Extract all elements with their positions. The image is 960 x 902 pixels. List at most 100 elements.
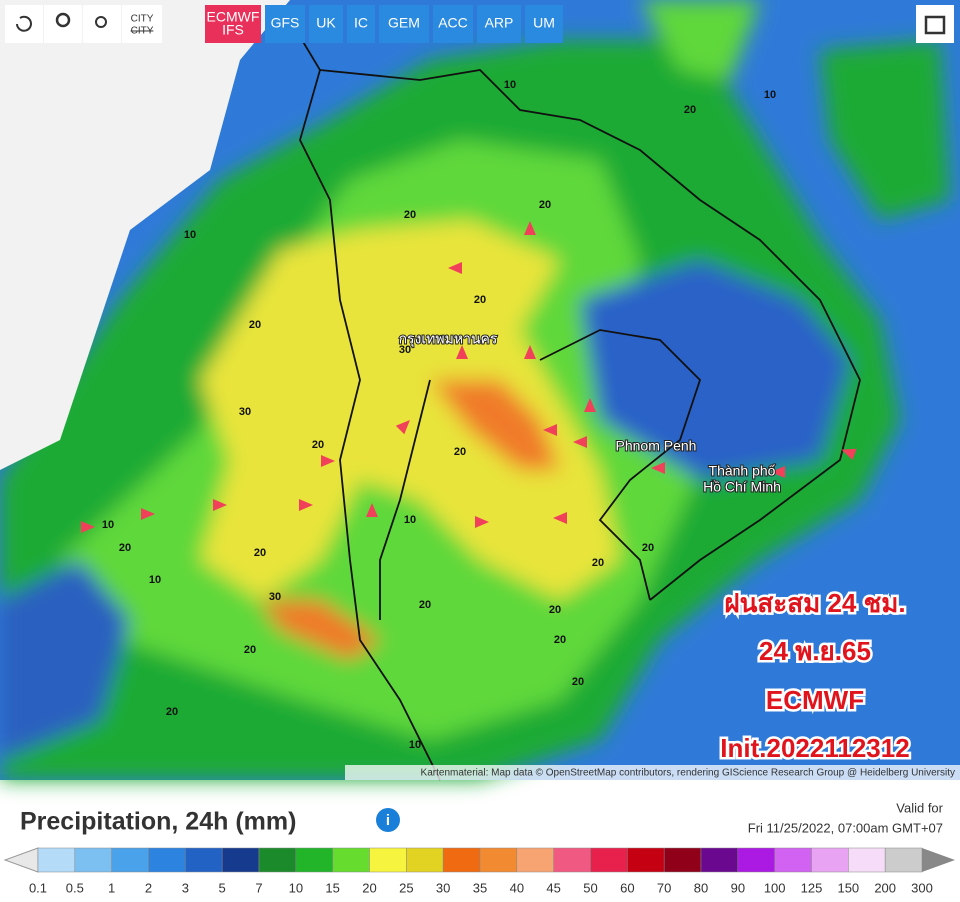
wind-arrow — [584, 398, 596, 412]
location-icon — [55, 12, 71, 28]
zoom-icon — [95, 16, 107, 28]
wind-arrow — [321, 455, 335, 467]
model-label: ECMWF — [207, 9, 260, 25]
model-label: GEM — [388, 15, 420, 31]
legend-title: Precipitation, 24h (mm) — [20, 808, 296, 836]
location-button[interactable] — [44, 5, 82, 43]
model-button[interactable] — [477, 5, 521, 43]
rain-30 — [430, 380, 560, 470]
contour-label: 20 — [404, 209, 416, 221]
contour-label: 10 — [404, 514, 416, 526]
attribution: Kartenmaterial: Map data © OpenStreetMap… — [421, 768, 955, 779]
model-button[interactable] — [309, 5, 343, 43]
model-button[interactable] — [347, 5, 375, 43]
borders — [289, 19, 861, 781]
scale-bin — [295, 847, 333, 873]
wind-arrow — [651, 462, 665, 474]
border — [289, 19, 441, 781]
city-label: CITY — [131, 14, 154, 25]
contour-label: 20 — [244, 644, 256, 656]
scale-tick-label: 80 — [694, 880, 708, 895]
contour-label: 20 — [642, 542, 654, 554]
scale-tick-label: 20 — [362, 880, 376, 895]
scale-bin — [369, 847, 407, 873]
color-scale: 0.1 0.5 1 2 3 5 7 10 15 20 25 30 35 40 45 50 60 70 80 90 100… — [3, 847, 955, 895]
overlay-text: Init.2022112312 — [720, 733, 909, 763]
overlay-text: 24 พ.ย.65 — [759, 636, 871, 666]
scale-tick-label: 50 — [583, 880, 597, 895]
model-label: IC — [354, 15, 368, 31]
model-label: UM — [533, 15, 555, 31]
valid-label: Valid for — [896, 800, 943, 815]
rain-30b — [260, 600, 380, 660]
rain-10b — [820, 40, 950, 220]
model-button[interactable] — [433, 5, 473, 43]
scale-bin — [442, 847, 481, 873]
wind-arrow — [395, 420, 410, 435]
scale-tick-label: 30 — [436, 880, 450, 895]
contour-label: 10 — [409, 739, 421, 751]
contour-label: 10 — [149, 574, 161, 586]
contour-label: 20 — [119, 542, 131, 554]
share-icon — [924, 15, 946, 35]
contour-label: 20 — [454, 446, 466, 458]
city-button[interactable] — [122, 5, 162, 43]
contour-label: 10 — [504, 79, 516, 91]
contour-label: 20 — [554, 634, 566, 646]
legend: Precipitation, 24h (mm) i Valid for Fri … — [3, 800, 955, 895]
wind-arrow — [456, 345, 468, 359]
scale-tick-label: 45 — [546, 880, 560, 895]
contour-label: 10 — [184, 229, 196, 241]
scale-bin — [811, 847, 849, 873]
scale-bin — [553, 847, 591, 873]
scale-bin — [737, 847, 775, 873]
scale-arrow-low — [3, 847, 39, 873]
wind-arrows — [81, 221, 857, 533]
zoom-button[interactable] — [83, 5, 121, 43]
contour-label: 30 — [239, 406, 251, 418]
wind-arrow — [141, 508, 155, 520]
scale-tick-label: 150 — [837, 880, 859, 895]
contour-label: 20 — [549, 604, 561, 616]
place-label: Hồ Chí Minh — [703, 479, 781, 495]
rain-3b — [580, 260, 850, 480]
share-button[interactable] — [916, 5, 954, 43]
wind-arrow — [771, 466, 785, 478]
scale-bin — [148, 847, 186, 873]
model-button[interactable] — [525, 5, 563, 43]
valid-time: Fri 11/25/2022, 07:00am GMT+07 — [748, 820, 943, 835]
scale-tick-label: 25 — [399, 880, 413, 895]
scale-bin — [479, 847, 518, 873]
model-button[interactable] — [379, 5, 429, 43]
contour-label: 30 — [269, 591, 281, 603]
scale-bin — [590, 847, 628, 873]
scale-tick-label: 10 — [289, 880, 303, 895]
model-button[interactable] — [205, 5, 261, 43]
scale-tick-label: 2 — [145, 880, 152, 895]
wind-arrow — [573, 436, 587, 448]
scale-bin — [884, 847, 923, 873]
wind-arrow — [841, 448, 857, 461]
scale-arrow-high — [922, 848, 955, 872]
model-label: UK — [316, 15, 336, 31]
place-label: กรุงเทพมหานคร — [399, 331, 498, 348]
scale-tick-label: 5 — [219, 880, 226, 895]
precip-field — [0, 0, 950, 780]
city-label: CITY — [131, 26, 154, 37]
wind-arrow — [543, 424, 557, 436]
model-sublabel: IFS — [222, 22, 244, 38]
wind-arrow — [448, 262, 462, 274]
contour-label: 20 — [254, 547, 266, 559]
scale-bin — [74, 847, 112, 873]
info-button[interactable] — [376, 808, 400, 832]
contour-label: 20 — [592, 557, 604, 569]
model-button[interactable] — [265, 5, 305, 43]
wind-arrow — [81, 521, 95, 533]
contour-label: 20 — [166, 706, 178, 718]
refresh-button[interactable] — [5, 5, 43, 43]
wind-arrow — [213, 499, 227, 511]
scale-tick-label: 100 — [764, 880, 786, 895]
